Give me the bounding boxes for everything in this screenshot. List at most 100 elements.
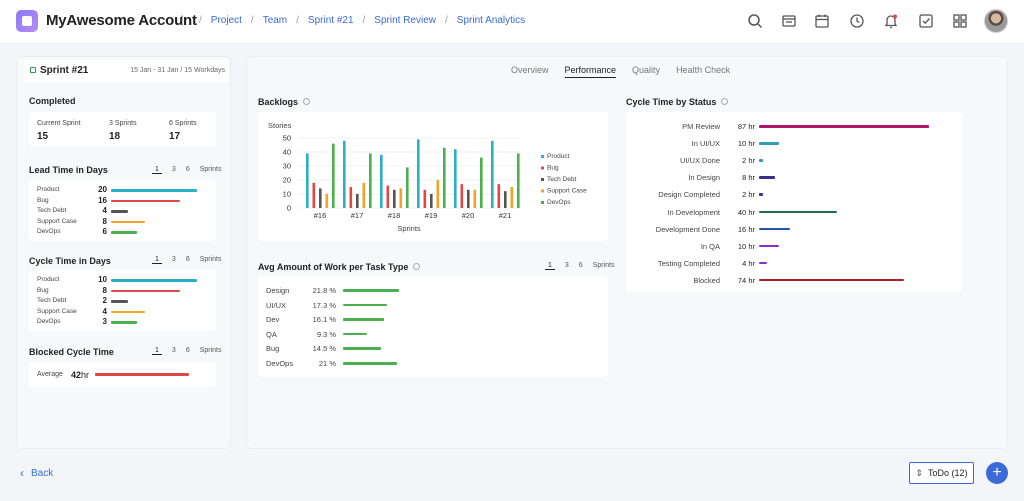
tab-performance[interactable]: Performance [564,65,617,78]
status-label: UI/UX Done [679,156,720,166]
breadcrumb-sprint-analytics[interactable]: Sprint Analytics [456,15,526,26]
lead-time-bar [111,231,137,234]
work-title: Avg Amount of Work per Task Type [258,262,421,272]
status-bar [759,176,775,179]
lead-time-value: 6 [102,227,107,236]
legend-swatch [541,178,544,181]
range-suffix: Sprints [199,347,222,354]
bar-mark [349,187,353,208]
work-type-bar [343,318,385,321]
range-option-6[interactable]: 6 [185,166,190,173]
range-option-6[interactable]: 6 [185,347,190,354]
status-bar [759,244,779,248]
account-name[interactable]: MyAwesome Account [46,12,197,29]
status-value: 8 hr [742,173,755,183]
work-type-value: 17.3 % [312,300,336,310]
checkbox-task-icon[interactable] [917,12,935,30]
status-card: PM Review 87 hr In UI/UX 10 hr UI/UX Done 2 h… [626,112,962,292]
x-tick-label: #19 [425,211,438,220]
completed-value-6: 17 [169,131,181,142]
breadcrumb: / Project / Team / Sprint #21 /Sprint Revie… [199,15,526,26]
legend-swatch [541,155,544,158]
bar-mark [504,191,507,208]
breadcrumb-project[interactable]: Project [210,15,242,26]
work-type-value: 21.8 % [312,286,336,295]
bar-mark [325,194,329,208]
lead-time-bar [111,210,129,213]
work-type-bar [343,303,388,307]
range-option-1[interactable]: 1 [152,166,162,174]
tab-quality[interactable]: Quality [632,65,661,75]
work-type-value: 9.3 % [316,329,336,339]
cycle-time-value: 4 [102,306,107,316]
cycle-time-value: 2 [102,296,107,305]
board-icon[interactable] [780,12,798,30]
breadcrumb-sprint-review[interactable]: Sprint Review [374,15,436,26]
range-option-1[interactable]: 1 [152,347,162,355]
sprint-header: Sprint #21 15 Jan - 31 Jan / 15 Workdays [24,60,229,82]
cycle-time-bar [111,300,129,303]
lead-time-value: 20 [98,185,107,194]
status-bar [759,261,767,265]
lead-time-value: 16 [98,195,107,205]
tab-health-check[interactable]: Health Check [676,65,731,75]
status-bar [759,227,791,231]
info-icon[interactable] [303,98,311,106]
breadcrumb-sprint[interactable]: Sprint #21 [307,15,354,26]
calendar-icon[interactable] [813,12,831,30]
sprint-status-icon [30,67,36,73]
account-menu-icon[interactable]: ⋮ [176,13,188,27]
info-icon[interactable] [721,98,729,106]
range-suffix: Sprints [592,262,615,269]
status-label: Testing Completed [657,258,720,268]
range-option-1[interactable]: 1 [545,262,555,270]
y-tick-label: 40 [283,148,291,157]
app-logo[interactable] [16,10,38,32]
bar-mark [332,143,335,208]
range-option-6[interactable]: 6 [185,256,190,263]
avatar[interactable] [984,9,1008,33]
tab-overview[interactable]: Overview [511,65,549,75]
lead-time-bar [111,220,146,223]
work-type-label: Bug [266,344,280,354]
range-suffix: Sprints [199,256,222,263]
legend-swatch [541,166,544,170]
range-option-3[interactable]: 3 [171,347,176,354]
range-option-3[interactable]: 3 [171,256,176,263]
back-button[interactable]: ‹ Back [20,466,53,480]
range-option-3[interactable]: 3 [171,166,176,173]
apps-grid-icon[interactable] [951,12,969,30]
bar-mark [473,189,477,208]
range-option-6[interactable]: 6 [578,262,583,269]
bar-mark [306,153,309,208]
cycle-time-label: Tech Debt [37,297,67,304]
lead-time-title: Lead Time in Days [29,165,108,175]
range-option-3[interactable]: 3 [564,262,569,269]
bar-mark [356,194,359,208]
bar-mark [497,184,501,208]
clock-icon[interactable] [848,12,866,30]
todo-button[interactable]: ⇕ ToDo (12) [909,462,974,484]
completed-value-3: 18 [109,131,121,142]
completed-label-3: 3 Sprints [109,120,137,127]
range-option-1[interactable]: 1 [152,256,162,264]
search-icon[interactable] [746,12,764,30]
cycle-time-bar [111,289,180,292]
breadcrumb-team[interactable]: Team [262,15,288,26]
status-bar [759,159,764,162]
y-tick-label: 10 [283,190,291,199]
add-button[interactable]: + [986,462,1008,484]
status-label: In UI/UX [691,139,720,149]
work-type-value: 16.1 % [312,315,336,325]
info-icon[interactable] [413,263,421,271]
legend-label: Bug [547,165,559,172]
bar-mark [369,153,372,208]
blocked-value: 42hr [71,370,90,380]
bar-mark [443,147,446,208]
notification-bell-icon[interactable] [882,12,900,30]
y-tick-label: 0 [287,204,291,213]
lead-time-label: Product [37,186,60,193]
y-tick-label: 30 [283,162,291,171]
status-value: 10 hr [737,241,755,251]
status-title: Cycle Time by Status [626,97,729,107]
